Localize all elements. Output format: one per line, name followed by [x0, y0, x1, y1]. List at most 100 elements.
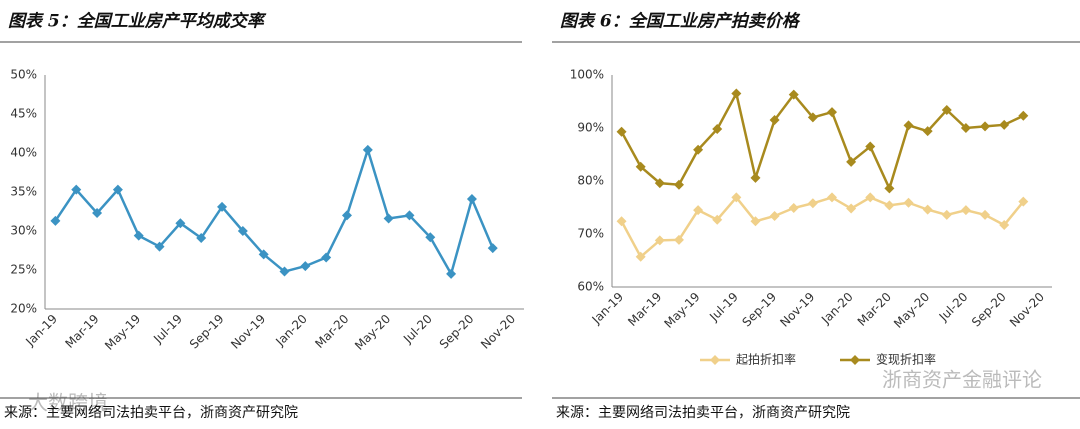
data-point	[693, 205, 704, 216]
y-tick-label: 90%	[577, 121, 604, 135]
x-tick-label: Nov-20	[1007, 290, 1047, 330]
chart-title: 图表 5：全国工业房产平均成交率	[8, 12, 267, 32]
watermark: 大数跨境	[28, 391, 108, 415]
data-point	[865, 141, 876, 152]
data-point	[217, 201, 228, 212]
data-point	[788, 203, 799, 214]
data-point	[999, 119, 1010, 130]
x-tick-label: Nov-20	[478, 312, 518, 352]
x-tick-label: Mar-19	[625, 290, 664, 329]
x-tick-label: Jan-19	[22, 312, 60, 350]
data-point	[50, 215, 61, 226]
x-tick-label: Sep-20	[437, 312, 477, 352]
data-point	[788, 89, 799, 100]
data-point	[635, 251, 646, 262]
data-point	[769, 210, 780, 221]
data-point	[654, 178, 665, 189]
data-point	[1018, 110, 1029, 121]
x-tick-label: Jul-19	[706, 290, 741, 325]
data-point	[362, 144, 373, 155]
data-point	[1018, 196, 1029, 207]
y-tick-label: 70%	[577, 227, 604, 241]
y-tick-label: 45%	[10, 107, 37, 121]
data-point	[922, 204, 933, 215]
data-point	[941, 209, 952, 220]
data-point	[673, 234, 684, 245]
x-tick-label: May-20	[352, 312, 393, 353]
data-point	[807, 198, 818, 209]
x-tick-label: Jan-20	[818, 290, 856, 328]
data-point	[341, 210, 352, 221]
data-point	[980, 209, 991, 220]
y-tick-label: 40%	[10, 146, 37, 160]
data-point	[383, 213, 394, 224]
data-point	[175, 218, 186, 229]
data-point	[750, 172, 761, 183]
data-point	[827, 107, 837, 118]
x-tick-label: Sep-19	[739, 290, 779, 330]
data-point	[154, 241, 165, 252]
source-note: 来源：主要网络司法拍卖平台，浙商资产研究院	[556, 405, 850, 421]
x-tick-label: Jan-20	[272, 312, 310, 350]
legend-marker	[850, 355, 860, 365]
y-tick-label: 20%	[10, 302, 37, 316]
series-line	[620, 90, 1024, 192]
series-line	[620, 195, 1025, 259]
data-point	[712, 124, 723, 135]
legend-label: 起拍折扣率	[736, 352, 796, 367]
data-point	[693, 144, 704, 155]
x-tick-label: Jul-19	[150, 312, 185, 347]
data-point	[279, 266, 290, 277]
series-line	[54, 145, 494, 278]
data-point	[903, 120, 914, 131]
data-point	[112, 184, 123, 195]
data-point	[654, 235, 665, 246]
x-tick-label: Mar-20	[312, 312, 351, 351]
data-point	[616, 216, 627, 227]
data-point	[960, 205, 971, 216]
data-point	[999, 219, 1010, 230]
data-point	[673, 179, 684, 190]
data-point	[865, 192, 876, 203]
data-point	[941, 104, 952, 115]
y-tick-label: 100%	[570, 68, 604, 82]
data-point	[466, 194, 477, 205]
x-tick-label: Sep-19	[187, 312, 227, 352]
x-tick-label: Jul-20	[936, 290, 971, 325]
data-point	[321, 252, 332, 263]
x-tick-label: May-20	[891, 290, 932, 331]
data-point	[404, 210, 415, 221]
chart-title: 图表 6：全国工业房产拍卖价格	[560, 12, 801, 32]
data-point	[712, 214, 723, 225]
data-point	[731, 192, 742, 203]
data-point	[237, 226, 248, 236]
watermark: 浙商资产金融评论	[882, 368, 1042, 392]
x-tick-label: Jan-19	[589, 290, 627, 328]
data-point	[903, 197, 914, 208]
y-tick-label: 60%	[577, 280, 604, 294]
data-point	[487, 243, 498, 254]
y-tick-label: 35%	[10, 185, 37, 199]
data-point	[980, 121, 991, 132]
data-point	[922, 126, 933, 137]
data-point	[616, 126, 627, 137]
data-point	[884, 183, 895, 194]
legend-marker	[710, 355, 720, 365]
data-point	[71, 184, 82, 195]
data-point	[92, 208, 103, 219]
y-tick-label: 80%	[577, 174, 604, 188]
data-point	[827, 192, 837, 203]
x-tick-label: Sep-20	[969, 290, 1009, 330]
data-point	[846, 156, 857, 167]
data-point	[635, 161, 646, 172]
source-note: 来源：主要网络司法拍卖平台，浙商资产研究院	[4, 405, 298, 421]
data-point	[960, 123, 971, 133]
x-tick-label: May-19	[662, 290, 703, 331]
legend-label: 变现折扣率	[876, 352, 936, 367]
data-point	[258, 249, 269, 260]
x-tick-label: Nov-19	[228, 312, 268, 352]
x-tick-label: Nov-19	[777, 290, 817, 330]
data-point	[769, 115, 780, 126]
data-point	[731, 88, 742, 99]
